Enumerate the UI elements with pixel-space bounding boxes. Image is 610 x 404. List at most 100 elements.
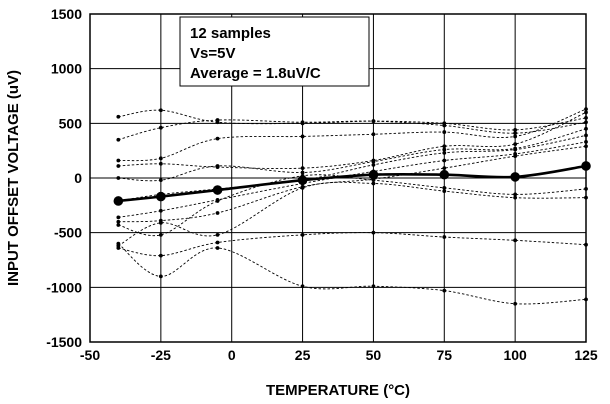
sample-point bbox=[301, 135, 305, 139]
sample-point bbox=[584, 140, 588, 144]
sample-point bbox=[116, 246, 120, 250]
x-tick-label: 25 bbox=[295, 347, 311, 363]
sample-point bbox=[301, 120, 305, 124]
sample-point bbox=[159, 162, 163, 166]
y-tick-label: -1000 bbox=[46, 279, 82, 295]
sample-point bbox=[584, 120, 588, 124]
sample-point bbox=[159, 275, 163, 279]
sample-point bbox=[442, 159, 446, 163]
sample-point bbox=[372, 284, 376, 288]
sample-point bbox=[442, 124, 446, 128]
sample-point bbox=[159, 254, 163, 258]
sample-point bbox=[513, 128, 517, 132]
sample-point bbox=[442, 186, 446, 190]
y-tick-label: -500 bbox=[54, 225, 82, 241]
sample-point bbox=[216, 164, 220, 168]
sample-point bbox=[301, 233, 305, 237]
y-tick-label: 500 bbox=[59, 115, 83, 131]
y-tick-label: 1500 bbox=[51, 6, 82, 22]
sample-point bbox=[513, 193, 517, 197]
sample-point bbox=[584, 196, 588, 200]
sample-point bbox=[513, 154, 517, 158]
sample-point bbox=[584, 144, 588, 148]
x-tick-labels: -50 -25 0 25 50 75 100 125 bbox=[80, 347, 598, 363]
sample-point bbox=[372, 231, 376, 235]
x-tick-label: 125 bbox=[574, 347, 598, 363]
sample-point bbox=[442, 289, 446, 293]
sample-point bbox=[584, 127, 588, 131]
annotation-line-3: Average = 1.8uV/C bbox=[190, 65, 321, 82]
average-point bbox=[114, 196, 124, 206]
sample-point bbox=[584, 116, 588, 120]
average-point bbox=[510, 172, 520, 182]
sample-point bbox=[513, 196, 517, 200]
y-tick-label: -1500 bbox=[46, 334, 82, 350]
sample-point bbox=[513, 135, 517, 139]
x-tick-label: 0 bbox=[228, 347, 236, 363]
sample-point bbox=[159, 221, 163, 225]
sample-point bbox=[159, 178, 163, 182]
sample-point bbox=[584, 243, 588, 247]
sample-point bbox=[216, 199, 220, 203]
sample-point bbox=[442, 189, 446, 193]
x-axis-title: TEMPERATURE (°C) bbox=[266, 382, 410, 399]
sample-point bbox=[301, 186, 305, 190]
sample-point bbox=[513, 148, 517, 152]
sample-point bbox=[216, 211, 220, 215]
sample-point bbox=[442, 144, 446, 148]
sample-point bbox=[513, 131, 517, 135]
sample-point bbox=[442, 166, 446, 170]
sample-point bbox=[116, 164, 120, 168]
sample-point bbox=[372, 160, 376, 164]
sample-point bbox=[116, 159, 120, 163]
y-tick-label: 0 bbox=[74, 170, 82, 186]
sample-point bbox=[584, 187, 588, 191]
sample-point bbox=[216, 241, 220, 245]
annotation-line-2: Vs=5V bbox=[190, 45, 235, 62]
x-tick-label: 75 bbox=[436, 347, 452, 363]
sample-point bbox=[442, 148, 446, 152]
sample-point bbox=[301, 166, 305, 170]
sample-point bbox=[513, 302, 517, 306]
sample-point bbox=[372, 119, 376, 123]
sample-point bbox=[584, 111, 588, 115]
sample-point bbox=[442, 130, 446, 134]
sample-point bbox=[159, 209, 163, 213]
y-tick-label: 1000 bbox=[51, 61, 82, 77]
x-tick-label: 100 bbox=[503, 347, 527, 363]
average-point bbox=[213, 185, 223, 195]
average-point bbox=[298, 175, 308, 185]
x-tick-label: 50 bbox=[366, 347, 382, 363]
sample-point bbox=[116, 220, 120, 224]
sample-point bbox=[116, 138, 120, 142]
sample-point bbox=[301, 284, 305, 288]
sample-point bbox=[372, 182, 376, 186]
sample-point bbox=[116, 215, 120, 219]
sample-point bbox=[372, 132, 376, 136]
sample-point bbox=[216, 118, 220, 122]
sample-point bbox=[216, 233, 220, 237]
sample-point bbox=[159, 108, 163, 112]
sample-point bbox=[584, 297, 588, 301]
y-axis-title: INPUT OFFSET VOLTAGE (uV) bbox=[5, 70, 22, 286]
sample-point bbox=[116, 242, 120, 246]
sample-point bbox=[584, 107, 588, 111]
sample-point bbox=[116, 223, 120, 227]
average-point bbox=[369, 170, 379, 180]
sample-point bbox=[159, 126, 163, 130]
y-tick-labels: 1500 1000 500 0 -500 -1000 -1500 bbox=[46, 6, 82, 350]
sample-point bbox=[442, 151, 446, 155]
sample-point bbox=[513, 142, 517, 146]
x-tick-label: -50 bbox=[80, 347, 100, 363]
sample-point bbox=[216, 137, 220, 141]
sample-point bbox=[584, 133, 588, 137]
x-tick-label: -25 bbox=[151, 347, 171, 363]
sample-point bbox=[216, 246, 220, 250]
sample-point bbox=[513, 238, 517, 242]
annotation-box: 12 samples Vs=5V Average = 1.8uV/C bbox=[180, 17, 369, 86]
average-point bbox=[156, 192, 166, 202]
average-point bbox=[581, 161, 591, 171]
sample-point bbox=[116, 176, 120, 180]
annotation-line-1: 12 samples bbox=[190, 25, 271, 42]
